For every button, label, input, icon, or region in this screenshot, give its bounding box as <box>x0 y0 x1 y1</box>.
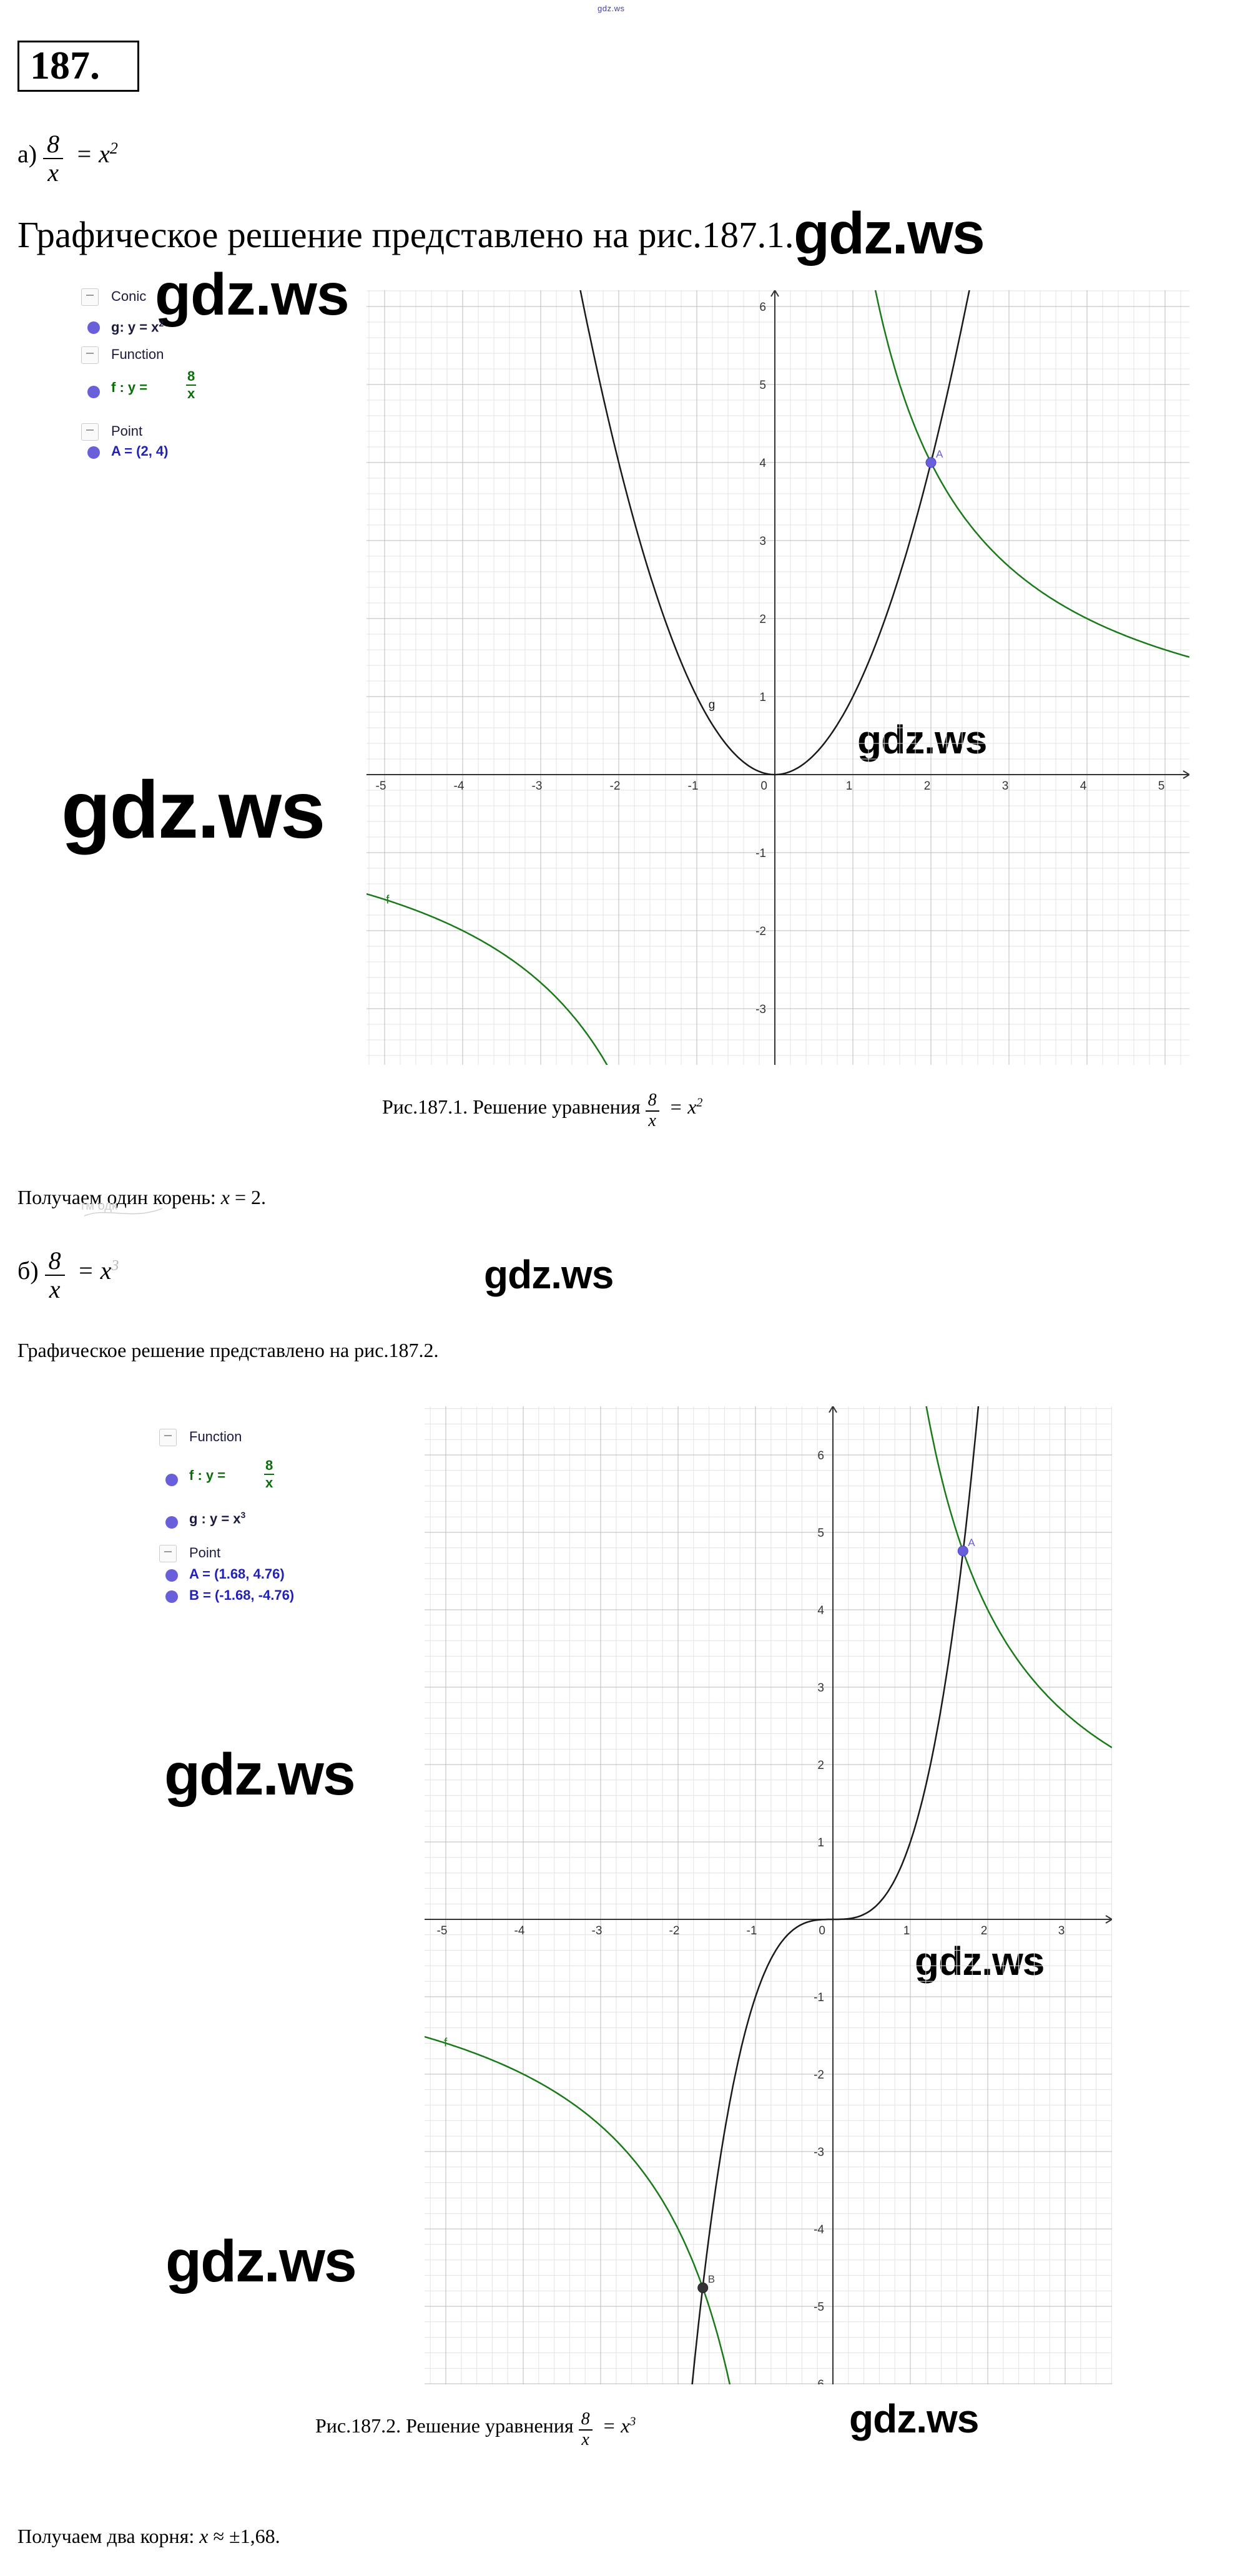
svg-text:-3: -3 <box>592 1924 603 1937</box>
svg-text:4: 4 <box>1080 780 1087 793</box>
svg-text:A: A <box>936 448 943 460</box>
svg-text:-1: -1 <box>688 780 699 793</box>
svg-text:-2: -2 <box>755 925 766 938</box>
svg-text:3: 3 <box>1002 780 1009 793</box>
svg-text:5: 5 <box>759 379 766 392</box>
svg-text:-5: -5 <box>814 2301 824 2314</box>
svg-text:4: 4 <box>759 457 766 470</box>
svg-text:-4: -4 <box>814 2223 824 2236</box>
svg-text:-4: -4 <box>454 780 465 793</box>
svg-text:2: 2 <box>981 1924 988 1937</box>
svg-text:1: 1 <box>817 1836 824 1849</box>
svg-text:-2: -2 <box>814 2069 824 2082</box>
svg-text:5: 5 <box>1158 780 1165 793</box>
svg-text:0: 0 <box>760 780 767 793</box>
svg-text:f: f <box>444 2036 448 2049</box>
svg-text:-3: -3 <box>755 1003 766 1016</box>
svg-text:-2: -2 <box>610 780 621 793</box>
svg-text:-4: -4 <box>514 1924 525 1937</box>
svg-text:g: g <box>709 698 716 712</box>
svg-text:3: 3 <box>1058 1924 1065 1937</box>
svg-text:0: 0 <box>819 1924 825 1937</box>
svg-text:2: 2 <box>817 1759 824 1772</box>
svg-text:2: 2 <box>924 780 931 793</box>
svg-text:A: A <box>968 1537 975 1549</box>
svg-text:-1: -1 <box>747 1924 757 1937</box>
svg-text:f: f <box>386 894 390 907</box>
svg-text:5: 5 <box>817 1527 824 1540</box>
svg-text:-3: -3 <box>814 2146 824 2159</box>
svg-text:1: 1 <box>846 780 853 793</box>
svg-text:-1: -1 <box>814 1991 824 2004</box>
svg-text:-3: -3 <box>532 780 543 793</box>
svg-text:-5: -5 <box>437 1924 448 1937</box>
svg-text:-6: -6 <box>814 2378 824 2384</box>
svg-text:1: 1 <box>903 1924 910 1937</box>
svg-text:6: 6 <box>817 1449 824 1462</box>
svg-text:4: 4 <box>817 1604 824 1617</box>
svg-text:6: 6 <box>759 301 766 314</box>
svg-text:гм одк: гм одк <box>81 1199 117 1213</box>
svg-text:3: 3 <box>817 1682 824 1695</box>
svg-text:1: 1 <box>759 691 766 704</box>
svg-text:3: 3 <box>759 535 766 548</box>
svg-text:-5: -5 <box>376 780 386 793</box>
svg-text:-2: -2 <box>669 1924 680 1937</box>
svg-text:B: B <box>708 2273 715 2285</box>
svg-text:-1: -1 <box>755 847 766 860</box>
svg-text:2: 2 <box>759 613 766 626</box>
